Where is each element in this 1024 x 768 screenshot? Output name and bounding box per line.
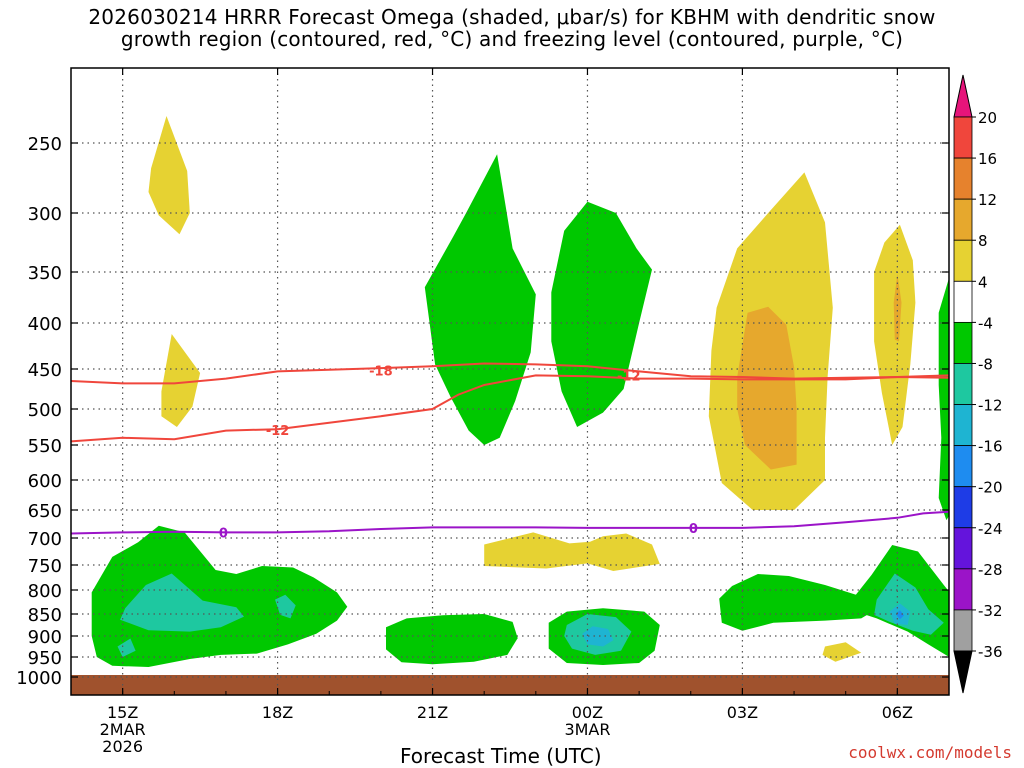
colorbar-bin (953, 280, 973, 323)
x-tick-sublabel: 3MAR (564, 720, 610, 739)
y-tick-label-850: 850 (28, 605, 62, 626)
y-tick-label-500: 500 (28, 400, 62, 421)
contour-label-0-1: 0 (219, 526, 228, 541)
y-tick-label-450: 450 (28, 360, 62, 381)
y-tick-label-800: 800 (28, 581, 62, 602)
colorbar-cap-bottom (953, 650, 973, 694)
x-tick-label-15Z: 15Z (107, 703, 138, 722)
colorbar-bin (953, 321, 973, 364)
colorbar-bin (953, 568, 973, 611)
omega-region-green (424, 154, 536, 445)
credit-text: coolwx.com/models (848, 743, 1012, 762)
x-tick-label-18Z: 18Z (262, 703, 293, 722)
y-tick-label-750: 750 (28, 556, 62, 577)
title-line-2: growth region (contoured, red, °C) and f… (120, 27, 904, 51)
omega-region-yellow (484, 532, 660, 571)
y-tick-label-650: 650 (28, 501, 62, 522)
y-tick-label-350: 350 (28, 263, 62, 284)
y-tick-label-400: 400 (28, 314, 62, 335)
chart-title: 2026030214 HRRR Forecast Omega (shaded, … (0, 6, 1024, 50)
axes: 2503003504004505005506006507007508008509… (16, 67, 950, 756)
omega-region-green (719, 574, 877, 631)
ground-layer (71, 675, 949, 695)
y-tick-label-600: 600 (28, 471, 62, 492)
colorbar-label--20: -20 (978, 479, 1003, 497)
omega-region-teal (275, 594, 296, 619)
colorbar-bin (953, 445, 973, 488)
plot-frame (70, 67, 950, 696)
contour-label--12-2: -12 (617, 369, 641, 384)
colorbar-bin (953, 157, 973, 200)
x-tick-label-06Z: 06Z (882, 703, 913, 722)
omega-region-yellow (161, 334, 201, 427)
colorbar-label--24: -24 (978, 520, 1003, 538)
omega-region-orange (893, 274, 902, 342)
y-tick-label-300: 300 (28, 204, 62, 225)
y-tick-label-950: 950 (28, 648, 62, 669)
colorbar-bin (953, 527, 973, 570)
grid-lines (71, 68, 949, 695)
colorbar-label--32: -32 (978, 602, 1003, 620)
colorbar-bin (953, 404, 973, 447)
contour-0 (71, 510, 949, 535)
x-axis-title: Forecast Time (UTC) (400, 744, 602, 768)
colorbar-label--36: -36 (978, 643, 1003, 661)
colorbar-bin (953, 239, 973, 282)
omega-region-blue (895, 610, 905, 620)
colorbar-label-20: 20 (978, 109, 997, 127)
contour--12 (71, 374, 949, 443)
colorbar-bin (953, 609, 973, 652)
colorbar-label--28: -28 (978, 561, 1003, 579)
contour-label-0-2: 0 (689, 522, 698, 537)
omega-region-teal (117, 638, 136, 657)
contour-label--18-1: -18 (369, 365, 393, 380)
omega-shading (91, 116, 949, 667)
y-tick-label-250: 250 (28, 134, 62, 155)
x-tick-label-03Z: 03Z (727, 703, 758, 722)
y-tick-label-550: 550 (28, 436, 62, 457)
x-tick-sublabel: 2026 (102, 737, 143, 756)
omega-region-orange (737, 306, 797, 470)
colorbar-bin (953, 198, 973, 241)
colorbar-label-4: 4 (978, 273, 988, 291)
omega-region-teal (120, 573, 244, 632)
x-tick-sublabel: 2MAR (100, 720, 146, 739)
colorbar-bin (953, 486, 973, 529)
contour--18 (71, 362, 949, 385)
y-tick-label-700: 700 (28, 529, 62, 550)
temperature-contours: -18 -12 -12 0 0 (71, 362, 949, 541)
colorbar-label--16: -16 (978, 438, 1003, 456)
colorbar-label-8: 8 (978, 232, 988, 250)
y-tick-label-1000: 1000 (16, 668, 62, 689)
colorbar: 20 16 12 8 4 -4 -8 -12 -16 -20 -24 -28 -32 -36 (953, 74, 1003, 694)
colorbar-label-12: 12 (978, 191, 997, 209)
omega-region-yellow (148, 116, 190, 235)
colorbar-cap-top (953, 74, 973, 118)
colorbar-label--12: -12 (978, 397, 1003, 415)
colorbar-label--4: -4 (978, 314, 993, 332)
omega-region-cyan (582, 626, 614, 647)
omega-region-green (938, 277, 949, 521)
colorbar-label-16: 16 (978, 150, 997, 168)
omega-region-green (551, 201, 652, 427)
omega-region-teal (874, 573, 944, 635)
colorbar-label--8: -8 (978, 355, 993, 373)
colorbar-bin (953, 116, 973, 159)
title-line-1: 2026030214 HRRR Forecast Omega (shaded, … (88, 5, 936, 29)
colorbar-bin (953, 363, 973, 405)
omega-region-green (386, 614, 518, 665)
omega-region-yellow (822, 642, 862, 662)
contour-label--12-1: -12 (266, 424, 290, 439)
x-tick-label-21Z: 21Z (417, 703, 448, 722)
omega-region-green (91, 525, 348, 667)
y-tick-label-900: 900 (28, 627, 62, 648)
x-tick-label-00Z: 00Z (572, 703, 603, 722)
